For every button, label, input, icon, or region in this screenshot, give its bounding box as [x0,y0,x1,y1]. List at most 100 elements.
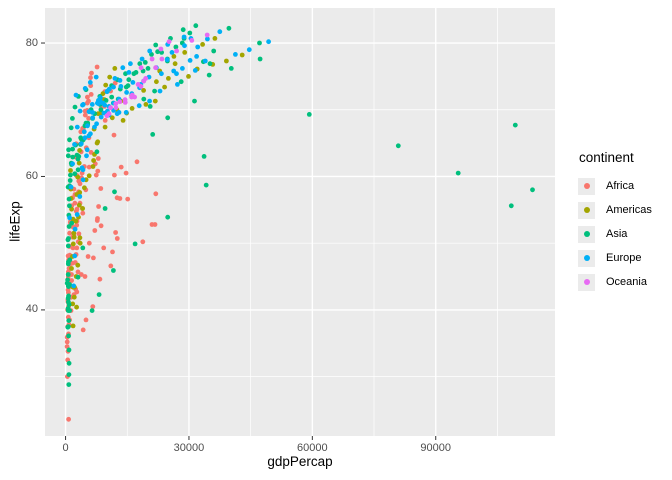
data-point [74,222,80,228]
y-tick-label: 60 [25,169,38,182]
data-point [75,174,81,180]
data-point [70,154,76,160]
data-point [96,292,102,297]
data-point [82,274,88,279]
data-point [111,268,116,273]
legend-title: continent [579,150,634,165]
data-point [455,170,461,176]
data-point [169,50,175,55]
data-point [189,38,195,43]
data-point [512,122,518,128]
data-point [180,66,185,71]
data-point [114,236,120,241]
data-point [70,323,76,329]
data-point [90,304,96,309]
data-point [141,96,147,102]
legend: continent Africa Americas Asia Europe Oceani… [578,150,672,294]
legend-entry-americas: Americas [578,198,672,222]
data-point [166,76,171,81]
data-point [80,102,86,107]
data-point [80,245,86,251]
data-point [65,272,71,277]
data-point [65,153,71,159]
data-point [306,112,312,117]
data-point [211,48,217,54]
data-point [77,235,83,241]
data-point [82,112,88,118]
data-point [77,194,83,199]
legend-key-swatch [578,249,595,267]
data-point [84,100,90,106]
data-point [95,100,100,106]
data-point [108,105,113,111]
data-point [257,56,263,62]
data-point [89,102,95,107]
data-point [126,77,132,83]
data-point [165,214,171,220]
data-point [102,118,108,123]
data-point [73,218,79,224]
data-point [171,54,177,59]
data-point [202,58,208,64]
data-point [159,56,165,62]
y-axis-title: lifeExp [7,201,23,242]
data-point [126,70,132,75]
data-point [74,124,80,130]
data-point [104,88,110,94]
data-point [217,29,223,35]
data-point [71,230,77,236]
legend-point-icon [583,231,590,237]
data-point [72,104,78,110]
data-point [200,42,206,47]
data-point [174,71,179,77]
legend-entry-oceania: Oceania [578,270,672,294]
data-point [80,327,86,333]
data-point [80,177,86,183]
data-point [73,92,79,98]
data-point [85,123,90,129]
data-point [72,226,78,232]
data-point [72,253,78,259]
data-point [92,228,98,233]
data-point [65,277,70,283]
data-point [94,218,100,223]
data-point [66,196,72,202]
data-point [122,97,128,103]
data-point [136,103,142,109]
data-point [82,185,87,191]
data-point [87,80,93,85]
data-point [142,60,148,65]
data-point [68,184,74,190]
data-point [77,240,83,246]
data-point [113,230,118,235]
data-point [85,254,91,259]
data-point [133,70,139,75]
data-point [187,30,193,36]
x-tick-label: 30000 [173,442,205,454]
data-point [88,131,93,137]
data-point [78,141,84,147]
data-point [67,137,72,143]
data-point [77,108,83,114]
data-point [82,86,88,91]
data-point [72,142,77,147]
legend-label: Europe [606,252,642,264]
data-point [100,100,106,106]
data-point [182,50,188,55]
data-point [66,347,72,353]
data-point [180,27,186,33]
data-point [109,115,115,121]
legend-entry-europe: Europe [578,246,672,270]
data-point [69,206,74,212]
data-point [205,36,210,42]
data-point [85,94,90,100]
data-point [165,115,171,121]
data-point [164,57,170,63]
data-point [153,42,159,48]
data-point [117,78,123,83]
data-point [80,210,86,216]
data-point [147,98,153,104]
legend-key-swatch [578,201,595,219]
data-point [74,245,80,251]
data-point [77,148,82,153]
